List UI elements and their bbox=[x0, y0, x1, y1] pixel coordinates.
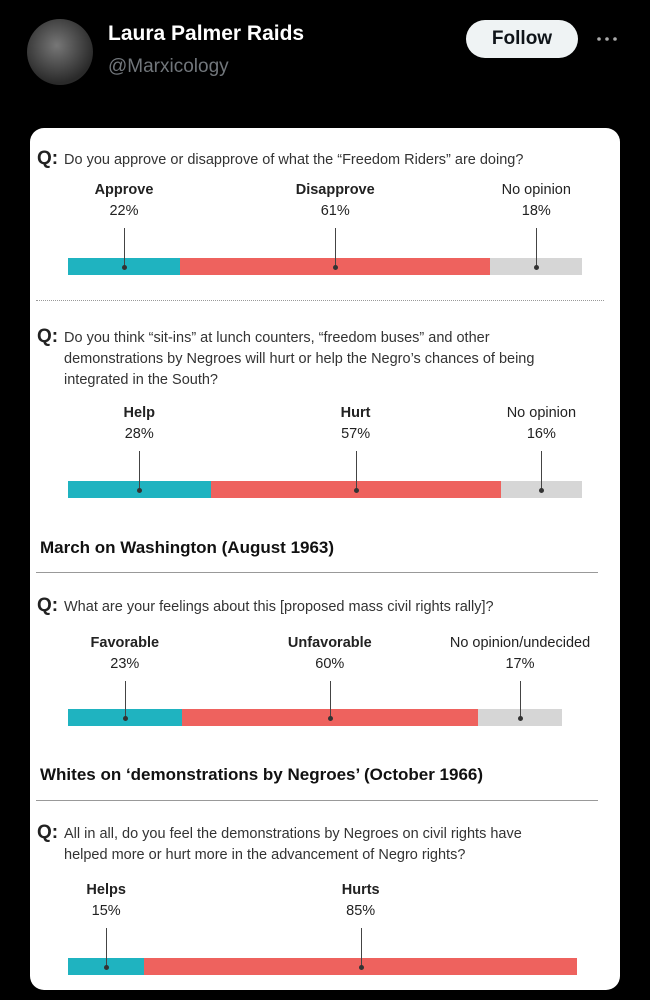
question: Do you think “sit-ins” at lunch counters… bbox=[64, 330, 535, 388]
q-marker: Q: bbox=[37, 148, 59, 169]
option-name: Help bbox=[123, 405, 155, 421]
pointer-dot bbox=[104, 964, 110, 970]
q-marker: Q: bbox=[37, 822, 59, 843]
option-label: Helps 15% bbox=[6, 882, 206, 919]
option-name: Disapprove bbox=[295, 182, 375, 198]
option-name: Hurt bbox=[340, 405, 371, 421]
option-value: 22% bbox=[109, 203, 139, 219]
option-name: Unfavorable bbox=[287, 635, 372, 651]
option-label: Disapprove 61% bbox=[235, 182, 435, 219]
handle[interactable]: @Marxicology bbox=[108, 56, 229, 77]
option-label: Favorable 23% bbox=[25, 635, 225, 672]
pointer-line bbox=[536, 228, 538, 267]
option-name: No opinion bbox=[506, 405, 577, 421]
option-value: 17% bbox=[505, 656, 535, 672]
q-marker: Q: bbox=[37, 326, 59, 347]
more-button[interactable] bbox=[595, 34, 621, 44]
pointer-dot bbox=[358, 964, 364, 970]
question: What are your feelings about this [propo… bbox=[64, 599, 494, 615]
option-label: Unfavorable 60% bbox=[230, 635, 430, 672]
section-heading: March on Washington (August 1963) bbox=[40, 538, 335, 557]
q-marker: Q: bbox=[37, 595, 59, 616]
option-label: Approve 22% bbox=[24, 182, 224, 219]
rule bbox=[36, 572, 598, 573]
pointer-dot bbox=[333, 264, 339, 270]
rule bbox=[36, 800, 598, 801]
option-value: 60% bbox=[315, 656, 345, 672]
option-value: 28% bbox=[124, 426, 154, 442]
option-label: No opinion 16% bbox=[441, 405, 641, 442]
pointer-dot bbox=[327, 715, 333, 721]
pointer-line bbox=[355, 451, 357, 490]
option-value: 61% bbox=[320, 203, 350, 219]
pointer-line bbox=[360, 928, 362, 967]
option-value: 15% bbox=[91, 903, 121, 919]
pointer-dot bbox=[137, 487, 143, 493]
pointer-line bbox=[106, 928, 108, 967]
pointer-dot bbox=[534, 264, 540, 270]
option-value: 18% bbox=[521, 203, 551, 219]
section-heading: Whites on ‘demonstrations by Negroes’ (O… bbox=[40, 765, 484, 784]
option-label: No opinion 18% bbox=[436, 182, 636, 219]
option-label: No opinion/undecided 17% bbox=[420, 635, 620, 672]
pointer-dot bbox=[353, 487, 359, 493]
option-label: Hurt 57% bbox=[256, 405, 456, 442]
option-name: No opinion bbox=[501, 182, 571, 198]
option-value: 16% bbox=[526, 426, 556, 442]
pointer-line bbox=[520, 681, 521, 718]
option-value: 23% bbox=[110, 656, 140, 672]
option-label: Hurts 85% bbox=[261, 882, 461, 919]
question: All in all, do you feel the demonstratio… bbox=[64, 826, 522, 863]
pointer-dot bbox=[121, 264, 127, 270]
option-label: Help 28% bbox=[39, 405, 239, 442]
avatar[interactable] bbox=[27, 19, 93, 85]
pointer-dot bbox=[518, 715, 523, 721]
pointer-line bbox=[335, 228, 337, 267]
question: Do you approve or disapprove of what the… bbox=[64, 152, 524, 168]
pointer-dot bbox=[539, 487, 545, 493]
option-name: Favorable bbox=[90, 635, 160, 651]
pointer-line bbox=[139, 451, 141, 490]
separator bbox=[36, 300, 604, 301]
option-value: 57% bbox=[341, 426, 371, 442]
option-name: No opinion/undecided bbox=[449, 635, 591, 651]
follow-button[interactable]: Follow bbox=[466, 20, 578, 58]
option-name: Hurts bbox=[341, 882, 380, 898]
pointer-line bbox=[329, 681, 331, 718]
pointer-line bbox=[541, 451, 543, 490]
option-name: Helps bbox=[86, 882, 126, 898]
display-name[interactable]: Laura Palmer Raids bbox=[108, 22, 305, 45]
pointer-line bbox=[124, 681, 126, 718]
pointer-dot bbox=[122, 715, 128, 721]
option-name: Approve bbox=[94, 182, 154, 198]
option-value: 85% bbox=[346, 903, 376, 919]
pointer-line bbox=[123, 228, 125, 267]
